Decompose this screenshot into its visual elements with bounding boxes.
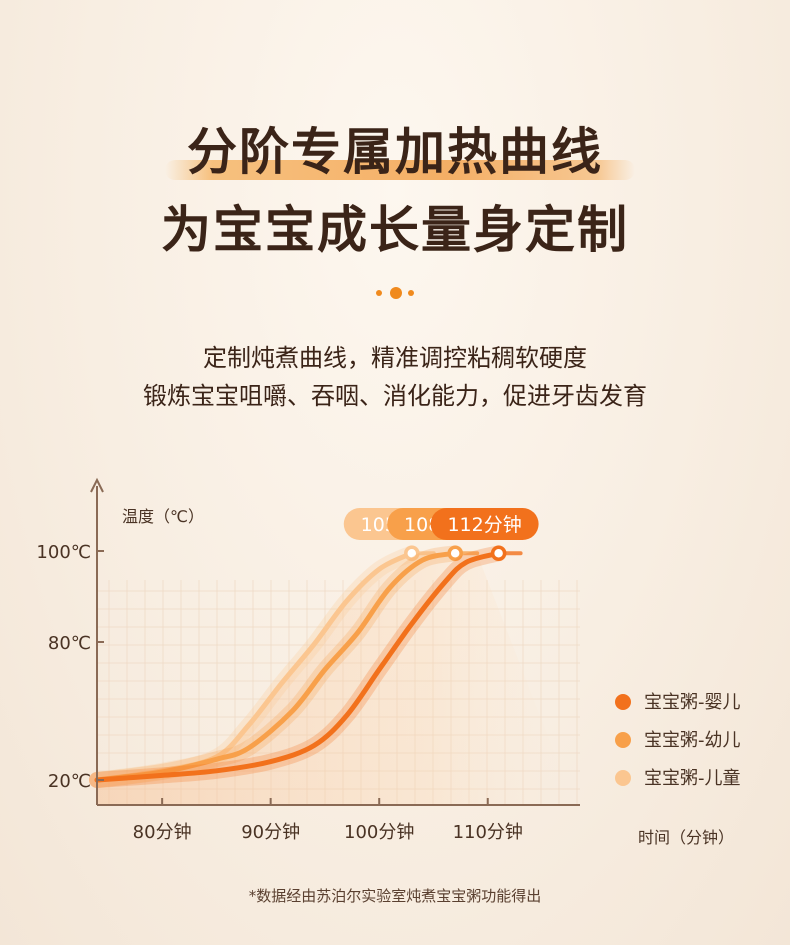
legend-swatch-1: [615, 694, 631, 710]
series-end-marker-1: [404, 545, 420, 562]
legend-swatch-3: [615, 770, 631, 786]
subtitle-line-1: 定制炖煮曲线，精准调控粘稠软硬度: [203, 344, 587, 372]
x-axis-label: 时间（分钟）: [638, 828, 734, 847]
x-tick-label-1: 80分钟: [133, 822, 192, 843]
y-tick-label-3: 100℃: [36, 542, 91, 563]
dot-large-center: [390, 287, 402, 299]
title-highlight-stroke: [165, 160, 635, 180]
series-line-2: [94, 550, 458, 783]
legend-label-3: 宝宝粥-儿童: [644, 768, 741, 789]
title-line-2: 为宝宝成长量身定制: [161, 201, 629, 259]
y-tick-label-1: 20℃: [48, 771, 91, 792]
y-axis-arrow: [90, 477, 104, 493]
series-end-marker-2: [447, 545, 463, 562]
decorative-dots: [376, 287, 416, 299]
series-end-label-3: 112分钟: [447, 514, 521, 536]
y-axis-label: 温度（℃）: [122, 507, 204, 526]
x-tick-label-4: 110分钟: [453, 822, 523, 843]
series-line-3: [94, 550, 502, 783]
curve-area-glow: [97, 553, 575, 805]
legend-swatch-2: [615, 732, 631, 748]
series-end-marker-3: [490, 545, 507, 562]
heating-curve-chart: 105分钟108分钟112分钟20℃80℃100℃80分钟90分钟100分钟11…: [36, 477, 741, 847]
footnote: *数据经由苏泊尔实验室炖煮宝宝粥功能得出: [248, 887, 542, 905]
x-tick-label-3: 100分钟: [344, 822, 414, 843]
legend-label-2: 宝宝粥-幼儿: [644, 730, 741, 751]
y-tick-label-2: 80℃: [48, 633, 91, 654]
legend-label-1: 宝宝粥-婴儿: [644, 692, 741, 713]
subtitle-line-2: 锻炼宝宝咀嚼、吞咽、消化能力，促进牙齿发育: [143, 382, 647, 410]
series-end-badge-3: [430, 508, 539, 540]
title-line-1: 分阶专属加热曲线: [187, 123, 603, 181]
dot-small-left: [376, 290, 382, 296]
dot-small-right: [408, 290, 414, 296]
x-tick-label-2: 90分钟: [241, 822, 300, 843]
